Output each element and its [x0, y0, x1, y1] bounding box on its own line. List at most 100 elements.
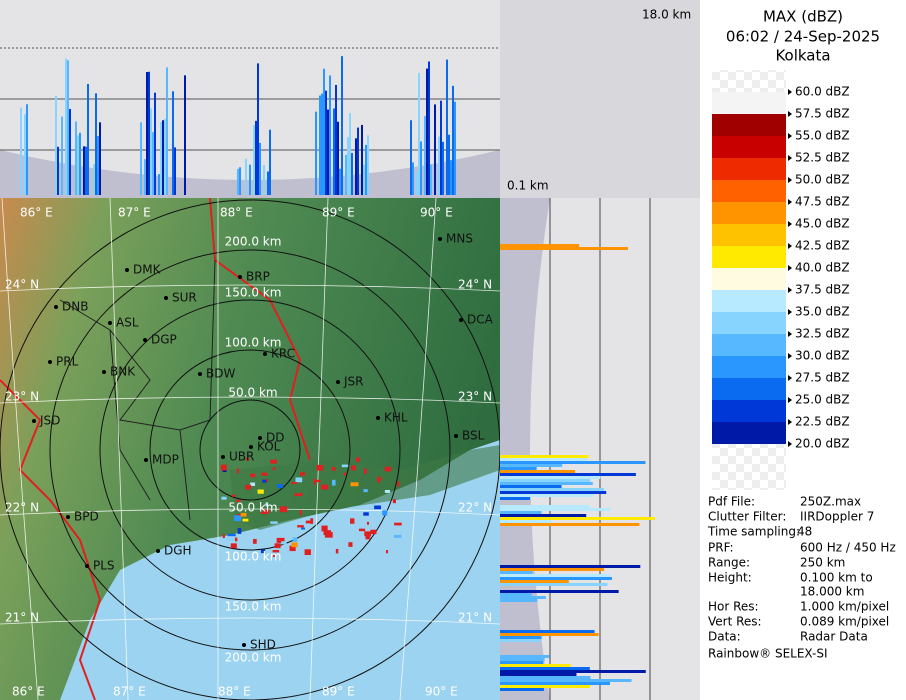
- echo-cell: [305, 520, 311, 524]
- info-value: 0.089 km/pixel: [800, 615, 889, 629]
- range-label: 150.0 km: [225, 286, 282, 300]
- echo-cell: [242, 518, 249, 522]
- echo-column: [164, 118, 166, 195]
- echo-column: [249, 164, 251, 195]
- echo-cell: [252, 538, 257, 544]
- echo-column: [20, 107, 22, 195]
- echo-row: [500, 590, 619, 593]
- echo-column: [154, 92, 156, 195]
- echo-cell: [363, 512, 369, 516]
- range-label: 200.0 km: [225, 651, 282, 665]
- station-label: KOL: [257, 440, 281, 454]
- station: Kolkata: [775, 47, 830, 65]
- info-key: Range:: [708, 556, 750, 570]
- legend-tick: [788, 441, 792, 447]
- echo-column: [440, 100, 442, 195]
- echo-cell: [270, 459, 277, 464]
- echo-column: [99, 122, 101, 195]
- info-key: PRF:: [708, 541, 734, 555]
- station-dot: [221, 455, 225, 459]
- info-value: 0.100 km to: [800, 571, 873, 585]
- legend-label: 45.0 dBZ: [795, 217, 850, 231]
- echo-row: [500, 467, 537, 470]
- legend-label: 40.0 dBZ: [795, 261, 850, 275]
- legend-swatch: [712, 158, 786, 180]
- meridian: [399, 198, 437, 700]
- range-ring: [149, 349, 351, 551]
- echo-row: [500, 461, 646, 464]
- lon-label: 86° E: [12, 685, 45, 699]
- echo-column: [269, 129, 271, 195]
- lat-label: 24° N: [5, 278, 39, 292]
- echo-cell: [234, 537, 238, 542]
- echo-row: [500, 661, 544, 664]
- legend-tick: [788, 89, 792, 95]
- echo-row: [500, 633, 599, 636]
- echo-column: [140, 122, 142, 195]
- echo-column: [355, 138, 357, 195]
- range-ring: [49, 249, 451, 651]
- echo-cell: [321, 525, 328, 532]
- echo-cell: [289, 545, 296, 552]
- echo-cell: [237, 528, 242, 534]
- echo-cell: [355, 457, 360, 462]
- echo-column: [95, 93, 97, 195]
- echo-cell: [226, 538, 234, 542]
- echo-cell: [393, 534, 402, 538]
- echo-cell: [310, 518, 314, 524]
- legend-swatch: [712, 202, 786, 224]
- echo-column: [67, 60, 69, 196]
- echo-row: [500, 574, 611, 577]
- echo-row: [500, 244, 580, 247]
- echo-column: [263, 165, 265, 195]
- echo-row: [500, 520, 552, 523]
- station-label: BNK: [110, 365, 136, 379]
- info-key: Time sampling:: [707, 525, 800, 539]
- parallel: [0, 284, 500, 292]
- echo-cell: [274, 543, 281, 549]
- echo-cell: [366, 521, 370, 525]
- echo-column: [452, 85, 454, 195]
- legend-tick: [788, 309, 792, 315]
- legend-swatch: [712, 422, 786, 444]
- echo-row: [500, 247, 629, 250]
- echo-column: [75, 121, 77, 195]
- station-label: DCA: [467, 313, 494, 327]
- echo-row: [500, 455, 589, 458]
- station-label: DD: [266, 431, 284, 445]
- echo-row: [500, 639, 541, 642]
- echo-row: [500, 676, 591, 679]
- datetime: 06:02 / 24-Sep-2025: [726, 28, 880, 46]
- station-dot: [258, 436, 262, 440]
- echo-cell: [265, 479, 269, 482]
- echo-row: [500, 593, 532, 596]
- station-label: MNS: [446, 232, 473, 246]
- station-label: SUR: [172, 291, 197, 305]
- station-dot: [336, 380, 340, 384]
- echo-row: [500, 658, 545, 661]
- echo-row: [500, 583, 608, 586]
- legend-swatch: [712, 334, 786, 356]
- echo-row: [500, 479, 591, 482]
- station-dot: [249, 445, 253, 449]
- echo-row: [500, 458, 588, 461]
- lat-label: 24° N: [458, 278, 492, 292]
- station-label: DMK: [133, 263, 162, 277]
- echo-cell: [234, 515, 242, 522]
- echo-column: [245, 158, 247, 195]
- echo-column: [420, 141, 422, 195]
- legend-swatch: [712, 400, 786, 422]
- station-label: MDP: [152, 453, 179, 467]
- echo-column: [430, 164, 432, 195]
- station-label: BDW: [206, 367, 235, 381]
- echo-row: [500, 580, 569, 583]
- echo-row: [500, 682, 610, 685]
- info-value: 600 Hz / 450 Hz: [800, 541, 896, 555]
- station-dot: [85, 564, 89, 568]
- legend-label: 30.0 dBZ: [795, 349, 850, 363]
- echo-column: [267, 171, 269, 195]
- echo-cell: [300, 472, 306, 476]
- legend-label: 32.5 dBZ: [795, 327, 850, 341]
- station-label: KRC: [271, 347, 295, 361]
- station-label: BSL: [462, 429, 485, 443]
